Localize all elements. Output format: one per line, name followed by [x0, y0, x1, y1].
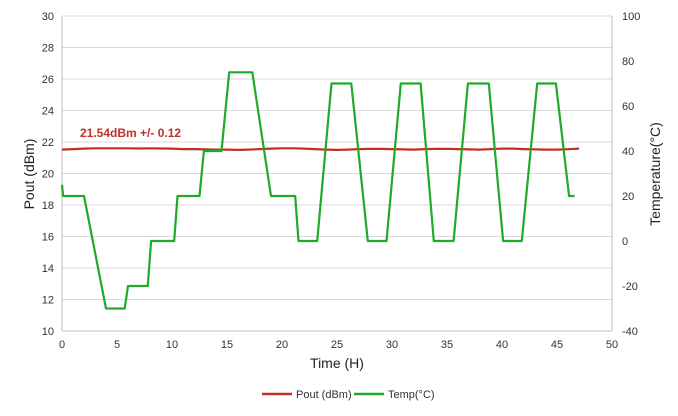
series-line-pout — [61, 147, 580, 151]
y2-tick-label: 20 — [622, 191, 634, 203]
x-tick-label: 15 — [221, 339, 233, 351]
series-lines — [60, 71, 580, 310]
y-axis-title: Pout (dBm) — [21, 139, 37, 210]
y2-axis-title: Temperature(°C) — [647, 122, 663, 226]
y2-tick-label: -40 — [622, 326, 638, 338]
y2-tick-label: 40 — [622, 146, 634, 158]
y2-tick-label: 80 — [622, 56, 634, 68]
x-tick-label: 30 — [386, 339, 398, 351]
y-tick-label: 26 — [42, 74, 54, 86]
y2-tick-label: 0 — [622, 236, 628, 248]
tick-labels: 0 5 10 15 20 25 30 35 40 45 50 10 12 14 16 18 20 22 24 26 28… — [42, 11, 641, 351]
x-axis-title: Time (H) — [310, 355, 364, 371]
annotation-label: 21.54dBm +/- 0.12 — [80, 126, 181, 140]
y-tick-label: 28 — [42, 43, 54, 55]
x-tick-label: 5 — [114, 339, 120, 351]
x-tick-label: 25 — [331, 339, 343, 351]
y-tick-label: 22 — [42, 137, 54, 149]
x-tick-label: 0 — [59, 339, 65, 351]
y2-tick-label: 60 — [622, 101, 634, 113]
y-tick-label: 20 — [42, 169, 54, 181]
x-tick-label: 45 — [551, 339, 563, 351]
y-tick-label: 18 — [42, 200, 54, 212]
x-tick-label: 50 — [606, 339, 618, 351]
y2-tick-label: -20 — [622, 281, 638, 293]
y-tick-label: 16 — [42, 232, 54, 244]
y2-tick-label: 100 — [622, 11, 640, 23]
y-tick-label: 24 — [42, 106, 54, 118]
y-tick-label: 14 — [42, 263, 54, 275]
legend-label-pout: Pout (dBm) — [296, 389, 352, 401]
x-tick-label: 20 — [276, 339, 288, 351]
axes — [61, 16, 613, 332]
y-tick-label: 10 — [42, 326, 54, 338]
y-tick-label: 12 — [42, 295, 54, 307]
x-tick-label: 40 — [496, 339, 508, 351]
legend: Pout (dBm) Temp(°C) — [262, 389, 435, 401]
series-line-temp — [60, 71, 575, 310]
gridlines — [62, 15, 612, 332]
legend-label-temp: Temp(°C) — [388, 389, 435, 401]
x-tick-label: 35 — [441, 339, 453, 351]
x-tick-label: 10 — [166, 339, 178, 351]
y-tick-label: 30 — [42, 11, 54, 23]
